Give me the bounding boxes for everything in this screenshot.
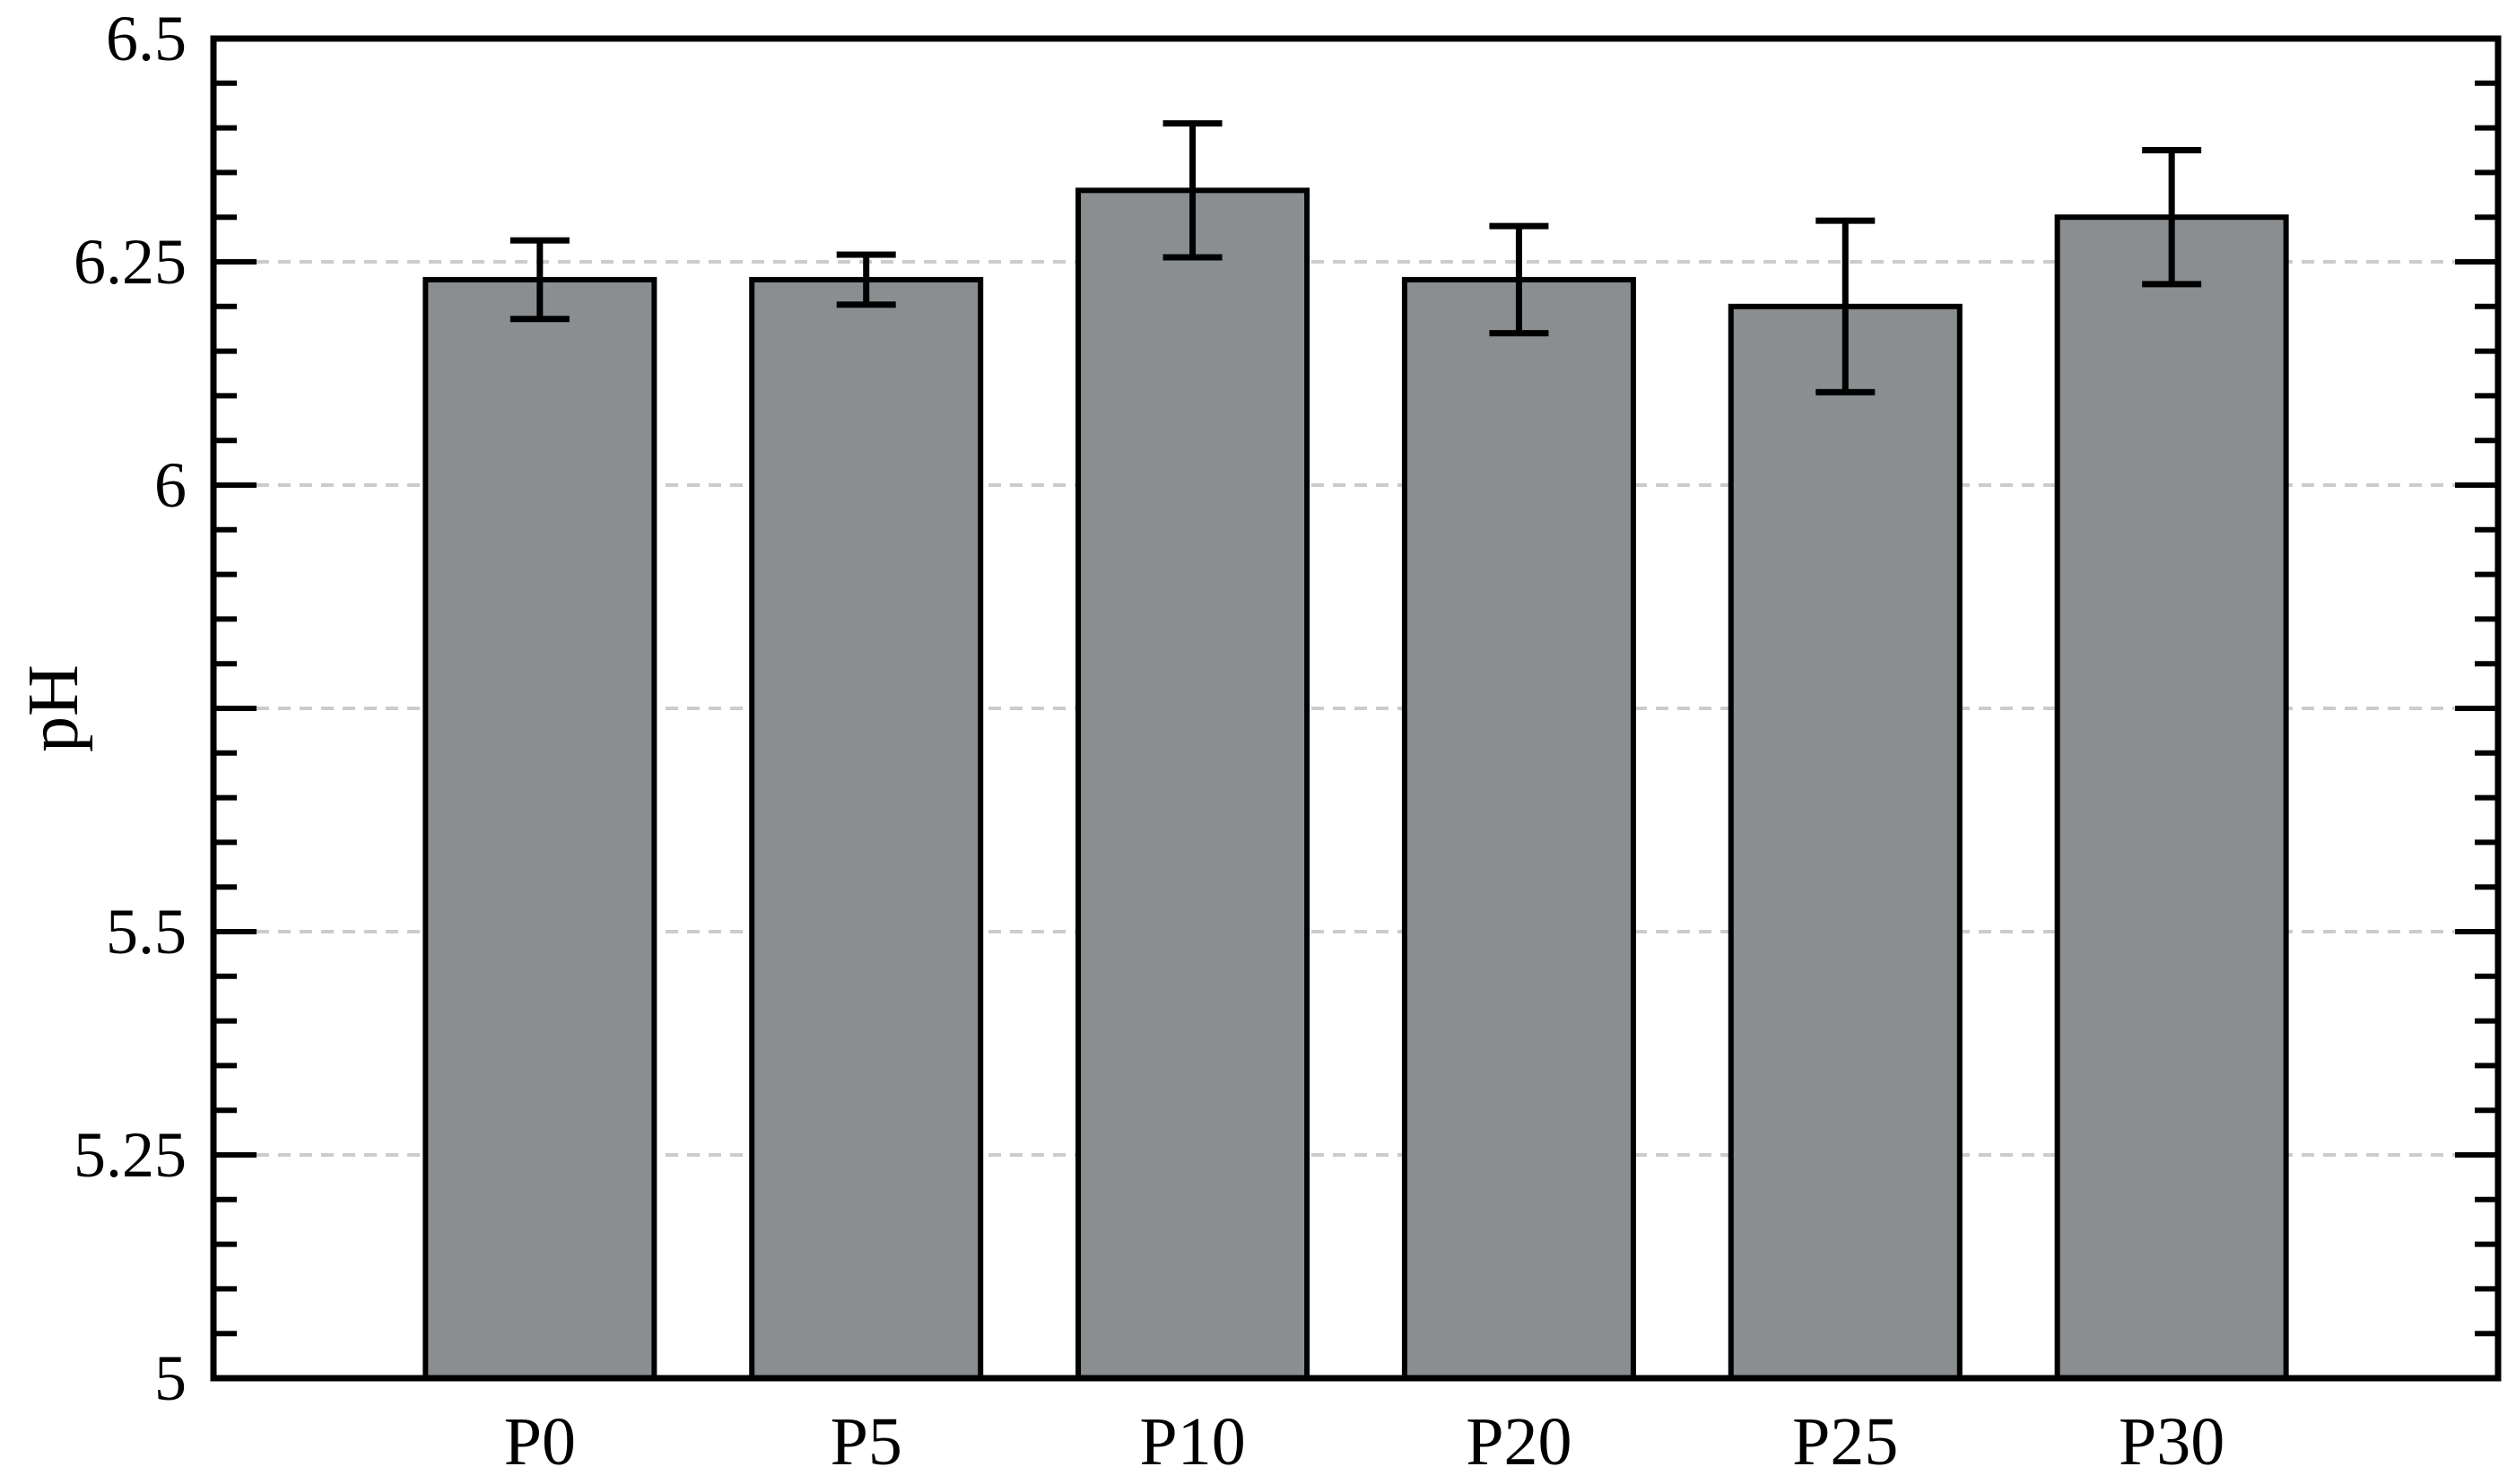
error-bar-P25 — [1815, 217, 1876, 395]
bars-layer — [422, 187, 2289, 1382]
ticks-layer — [213, 80, 2498, 1337]
bar-P10 — [1075, 187, 1310, 1382]
x-tick-label-P30: P30 — [2119, 1404, 2224, 1480]
y-axis-title: pH — [14, 664, 93, 752]
y-tick-label-6: 6 — [154, 449, 187, 521]
x-tick-label-P10: P10 — [1139, 1404, 1245, 1480]
y-tick-labels-layer: 5 5.25 5.5 6 6.25 6.5 — [74, 3, 187, 1414]
y-tick-label-5.5: 5.5 — [106, 896, 187, 968]
x-tick-label-P5: P5 — [831, 1404, 902, 1480]
y-tick-label-5.25: 5.25 — [74, 1119, 187, 1191]
error-bars-layer — [509, 120, 2202, 395]
x-tick-label-P20: P20 — [1466, 1404, 1571, 1480]
x-tick-labels-layer: P0 P5 P10 P20 P25 P30 — [504, 1404, 2225, 1480]
x-tick-label-P0: P0 — [504, 1404, 576, 1480]
y-tick-label-6.25: 6.25 — [74, 226, 187, 298]
error-bar-P0 — [509, 237, 570, 323]
y-tick-label-5: 5 — [154, 1342, 187, 1414]
bar-P5 — [749, 276, 984, 1381]
bar-P25 — [1728, 303, 1963, 1381]
bar-P30 — [2054, 214, 2289, 1382]
error-bar-P5 — [836, 251, 896, 308]
error-bar-P20 — [1489, 222, 1549, 337]
bar-P0 — [422, 276, 657, 1381]
y-tick-label-6.5: 6.5 — [106, 3, 187, 74]
bar-P20 — [1401, 276, 1636, 1381]
x-tick-label-P25: P25 — [1792, 1404, 1898, 1480]
error-bar-P30 — [2142, 147, 2202, 288]
error-bar-P10 — [1162, 120, 1223, 261]
